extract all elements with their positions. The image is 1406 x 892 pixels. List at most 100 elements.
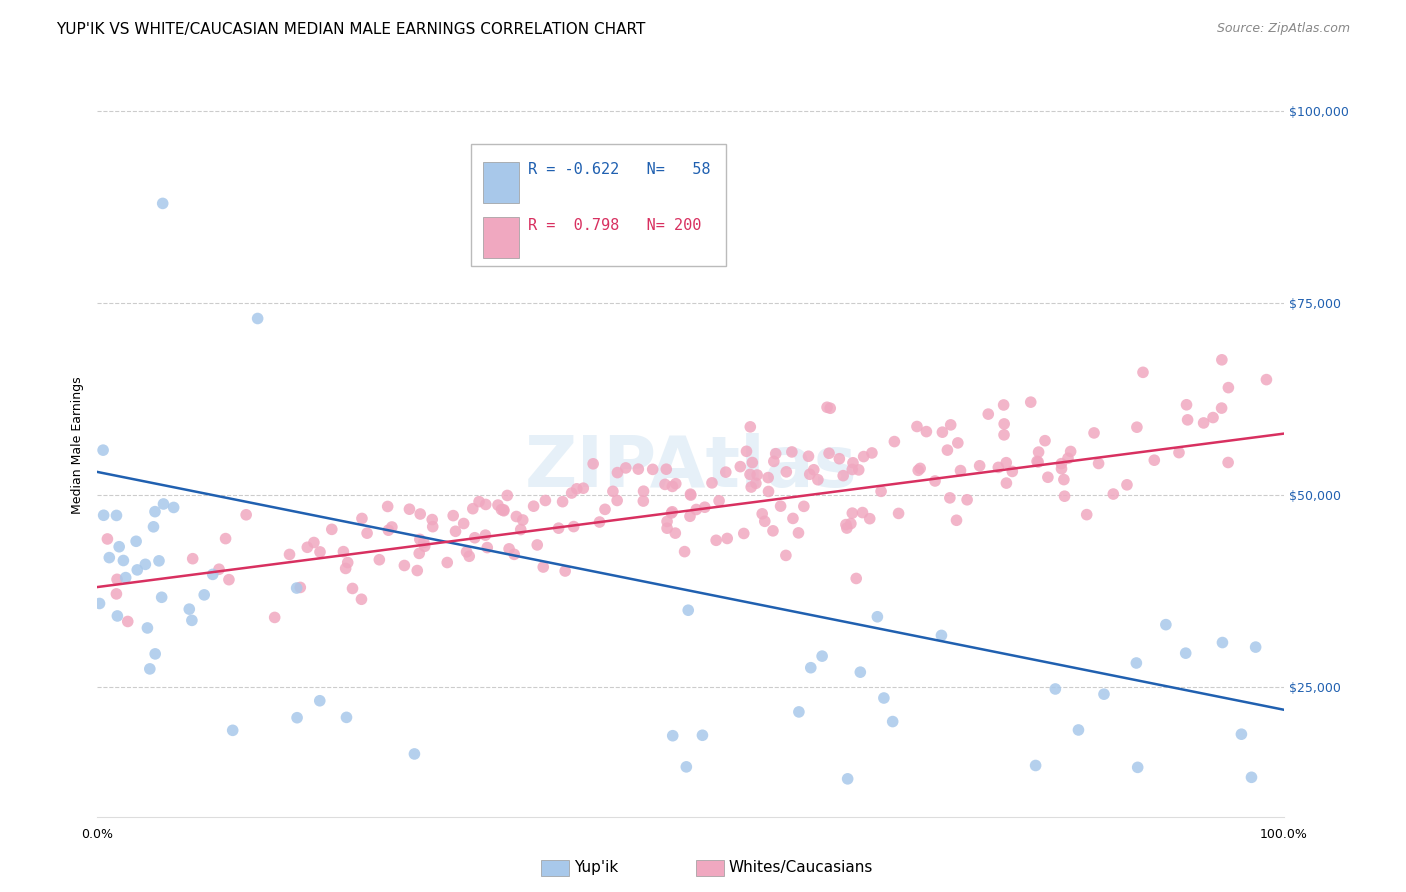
Point: [995, 476, 1018, 491]
Point: [627, 462, 650, 476]
Text: ZIPAtlas: ZIPAtlas: [524, 433, 858, 502]
Point: [1126, 760, 1149, 774]
Point: [818, 446, 841, 460]
Point: [679, 488, 702, 502]
Point: [526, 538, 548, 552]
Point: [509, 523, 531, 537]
Point: [582, 457, 605, 471]
Point: [404, 747, 426, 761]
Point: [655, 521, 678, 535]
Point: [765, 447, 787, 461]
Point: [870, 484, 893, 499]
Point: [1174, 646, 1197, 660]
Point: [477, 541, 499, 555]
Point: [148, 554, 170, 568]
Point: [995, 456, 1018, 470]
Point: [849, 665, 872, 680]
Point: [828, 451, 851, 466]
Point: [931, 425, 953, 439]
Point: [554, 564, 576, 578]
Point: [297, 541, 319, 555]
Point: [308, 694, 330, 708]
Point: [787, 525, 810, 540]
Point: [908, 461, 931, 475]
Point: [117, 615, 139, 629]
Point: [143, 647, 166, 661]
Point: [758, 484, 780, 499]
Point: [1026, 455, 1049, 469]
Point: [614, 461, 637, 475]
Point: [593, 502, 616, 516]
Point: [664, 526, 686, 541]
Point: [444, 524, 467, 539]
Point: [969, 458, 991, 473]
Point: [1211, 352, 1233, 367]
Point: [707, 493, 730, 508]
Point: [1001, 465, 1024, 479]
Point: [208, 562, 231, 576]
Point: [762, 454, 785, 468]
Point: [793, 500, 815, 514]
Point: [931, 628, 953, 642]
Point: [498, 541, 520, 556]
Point: [883, 434, 905, 449]
Point: [394, 558, 416, 573]
Point: [693, 500, 716, 515]
Point: [1240, 770, 1263, 784]
Point: [807, 473, 830, 487]
Point: [458, 549, 481, 564]
Point: [436, 556, 458, 570]
Point: [127, 563, 149, 577]
Point: [214, 532, 236, 546]
Point: [782, 511, 804, 525]
Point: [105, 587, 128, 601]
Point: [655, 515, 678, 529]
Point: [1083, 425, 1105, 440]
Point: [866, 609, 889, 624]
Point: [93, 508, 115, 523]
Point: [112, 553, 135, 567]
Point: [1192, 416, 1215, 430]
Point: [332, 544, 354, 558]
Point: [1143, 453, 1166, 467]
Point: [453, 516, 475, 531]
Point: [152, 497, 174, 511]
Point: [837, 772, 859, 786]
Point: [800, 661, 823, 675]
Point: [745, 476, 768, 491]
Point: [218, 573, 240, 587]
Point: [1216, 455, 1239, 469]
Point: [993, 417, 1015, 431]
Point: [420, 512, 443, 526]
Point: [945, 513, 967, 527]
Point: [377, 523, 399, 537]
Point: [409, 507, 432, 521]
Point: [441, 508, 464, 523]
Point: [762, 524, 785, 538]
Point: [180, 613, 202, 627]
Point: [551, 494, 574, 508]
Point: [924, 474, 946, 488]
Point: [143, 505, 166, 519]
Point: [873, 691, 896, 706]
Point: [851, 506, 873, 520]
Point: [105, 508, 128, 523]
Point: [730, 459, 752, 474]
Point: [1033, 434, 1056, 448]
Point: [740, 480, 762, 494]
Point: [1057, 451, 1080, 466]
Point: [342, 582, 364, 596]
Point: [413, 539, 436, 553]
Point: [1125, 656, 1147, 670]
Point: [936, 443, 959, 458]
Point: [780, 445, 803, 459]
Point: [503, 547, 526, 561]
Point: [91, 443, 114, 458]
Point: [606, 493, 628, 508]
Point: [832, 468, 855, 483]
Point: [756, 470, 779, 484]
Text: R =  0.798   N= 200: R = 0.798 N= 200: [529, 219, 702, 233]
Point: [491, 502, 513, 516]
Point: [797, 449, 820, 463]
Point: [733, 526, 755, 541]
